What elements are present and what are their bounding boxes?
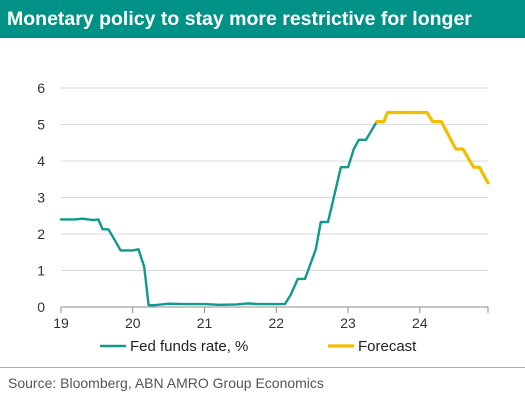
x-tick-label-22: 22 <box>269 315 285 331</box>
chart-title-bar: Monetary policy to stay more restrictive… <box>0 0 525 38</box>
chart-title: Monetary policy to stay more restrictive… <box>7 8 472 30</box>
y-tick-label-0: 0 <box>37 299 45 315</box>
y-tick-label-3: 3 <box>37 190 45 206</box>
y-tick-label-4: 4 <box>37 153 45 169</box>
x-tick-label-21: 21 <box>197 315 213 331</box>
x-tick-label-19: 19 <box>53 315 69 331</box>
legend-label-0: Fed funds rate, % <box>130 338 248 355</box>
x-tick-label-23: 23 <box>340 315 356 331</box>
source-note: Source: Bloomberg, ABN AMRO Group Econom… <box>8 375 324 391</box>
y-tick-label-5: 5 <box>37 117 45 133</box>
y-tick-label-1: 1 <box>37 263 45 279</box>
x-tick-label-24: 24 <box>412 315 428 331</box>
legend-label-1: Forecast <box>358 338 417 355</box>
x-tick-label-20: 20 <box>125 315 141 331</box>
source-divider <box>0 367 525 368</box>
y-tick-label-6: 6 <box>37 80 45 96</box>
series-line-0 <box>59 120 378 307</box>
series-line-1 <box>375 110 490 185</box>
y-tick-label-2: 2 <box>37 226 45 242</box>
